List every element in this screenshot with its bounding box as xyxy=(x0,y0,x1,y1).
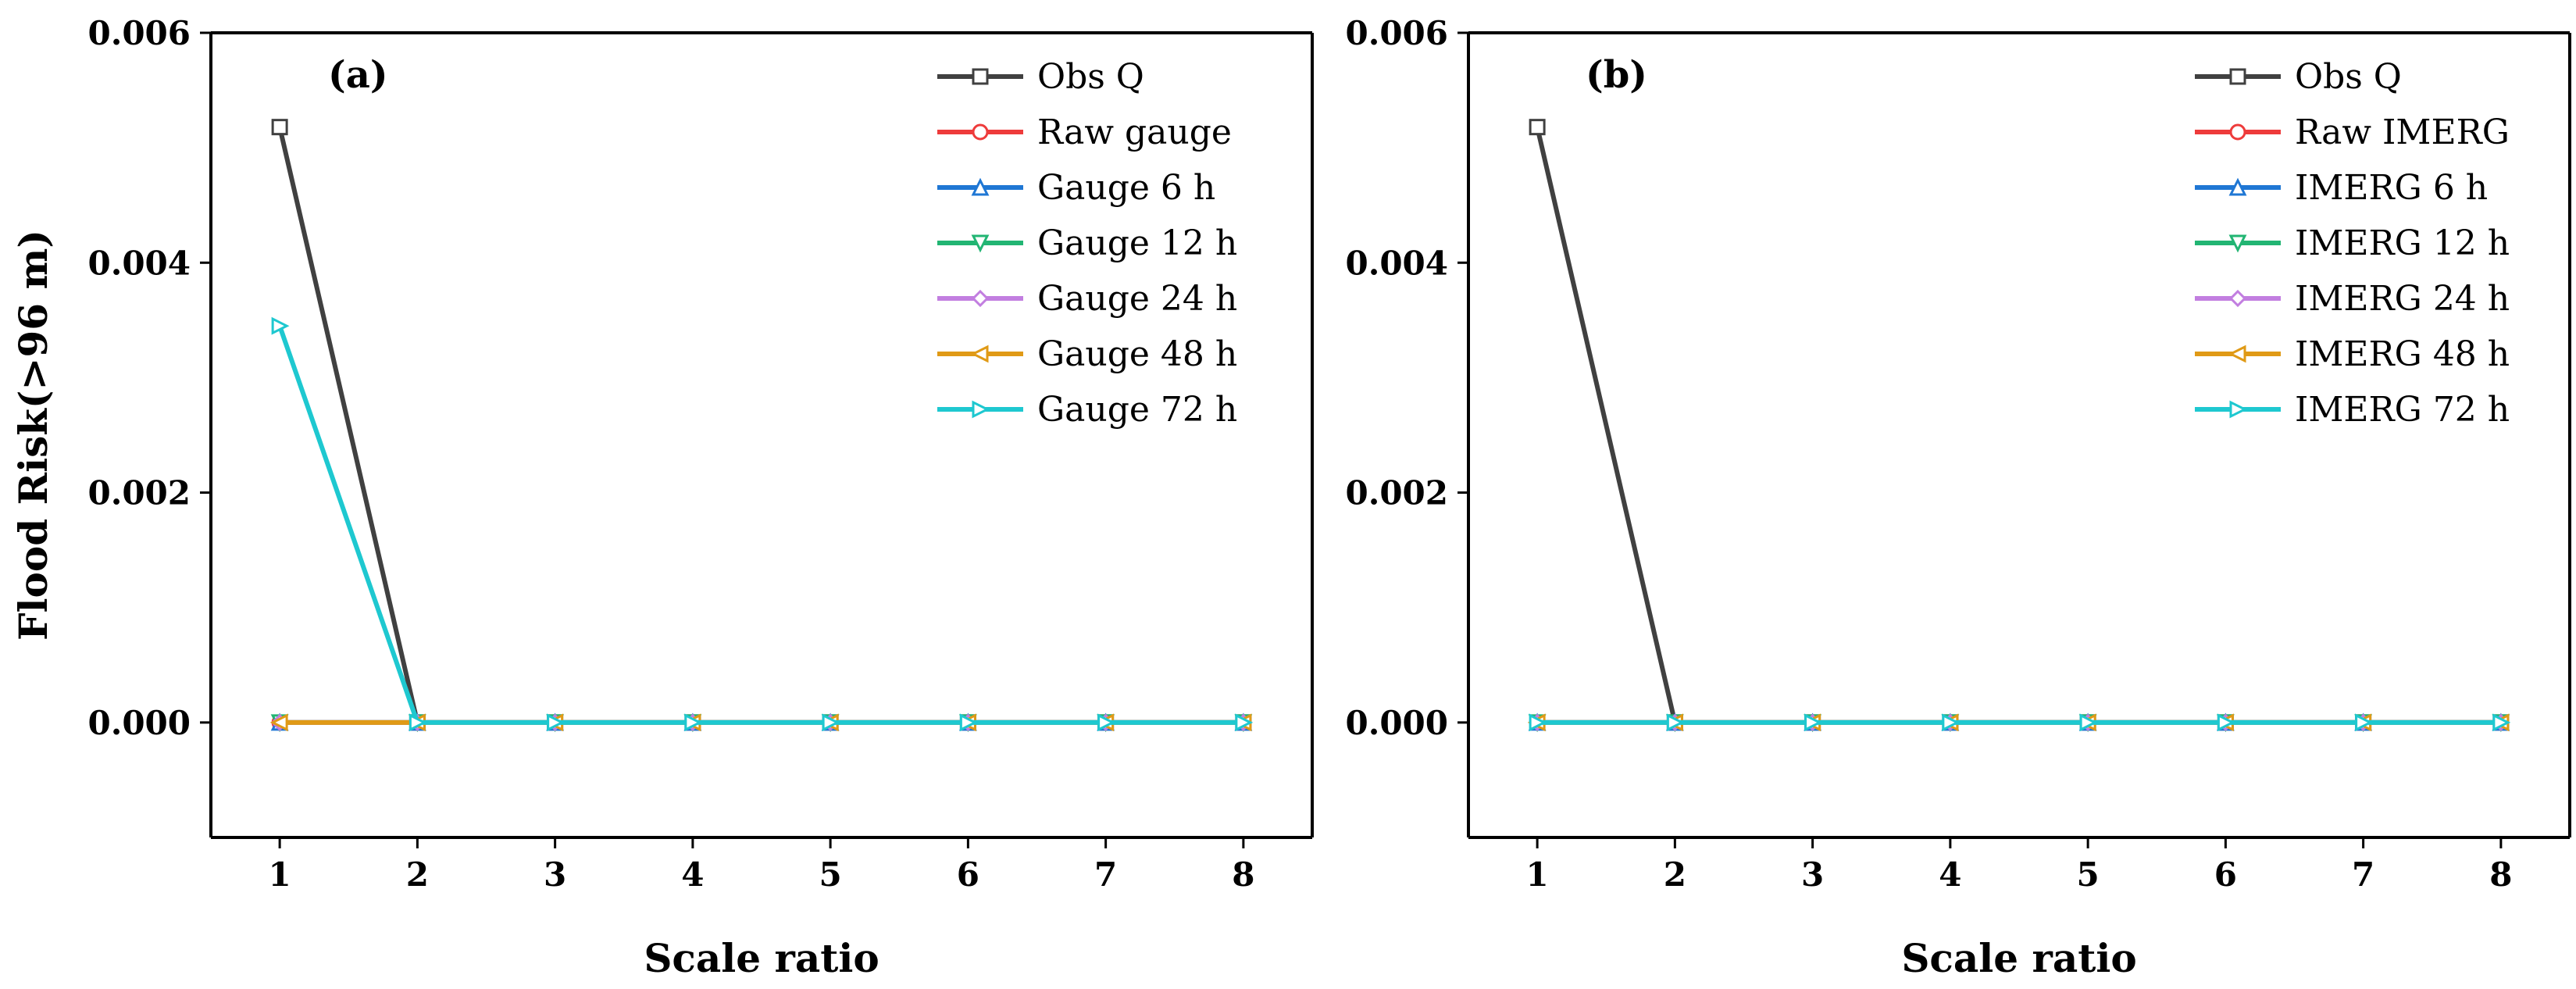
legend-item: IMERG 72 h xyxy=(2195,390,2510,430)
series-imerg-72-h xyxy=(1529,713,2511,732)
data-point xyxy=(271,316,290,335)
data-point xyxy=(2079,713,2098,732)
data-point xyxy=(1235,713,1254,732)
legend-item: Gauge 72 h xyxy=(937,390,1237,430)
series-gauge-72-h xyxy=(271,316,1254,732)
legend: Obs Q Raw IMERG IMERG 6 h IMERG 12 h IMERG 2… xyxy=(2195,57,2510,430)
legend-label: Gauge 72 h xyxy=(1037,390,1237,430)
data-point xyxy=(1097,713,1115,732)
legend-swatch-marker xyxy=(2228,345,2246,363)
data-point xyxy=(1529,713,1547,732)
x-tick-label: 6 xyxy=(957,855,979,894)
legend-item: Gauge 48 h xyxy=(937,334,1237,374)
legend-item: Gauge 6 h xyxy=(937,168,1215,208)
legend-label: Gauge 48 h xyxy=(1037,334,1237,374)
legend-item: IMERG 48 h xyxy=(2195,334,2510,374)
data-point xyxy=(1529,119,1546,136)
legend-swatch-marker xyxy=(971,234,990,253)
panel-a: 1 2 3 4 5 6 7 8 0.000 0.002 0.004 0.006 Scale ratio F… xyxy=(10,14,1314,981)
x-tick-label: 7 xyxy=(1094,855,1117,894)
data-point xyxy=(959,713,978,732)
x-axis-title: Scale ratio xyxy=(644,935,879,981)
legend-item: Raw IMERG xyxy=(2195,112,2510,152)
legend-item: IMERG 24 h xyxy=(2195,279,2510,319)
legend-swatch-marker xyxy=(970,345,989,363)
x-tick-label: 3 xyxy=(1801,855,1824,894)
legend-item: Obs Q xyxy=(937,57,1144,97)
data-point xyxy=(822,713,840,732)
x-tick-label: 8 xyxy=(1232,855,1254,894)
panel-label: (b) xyxy=(1586,53,1647,97)
legend-label: IMERG 6 h xyxy=(2295,168,2488,208)
legend: Obs Q Raw gauge Gauge 6 h Gauge 12 h Gauge 2… xyxy=(937,57,1237,430)
y-tick-label: 0.002 xyxy=(1345,474,1448,512)
legend-label: Gauge 6 h xyxy=(1037,168,1215,208)
y-tick-label: 0.004 xyxy=(87,244,191,282)
legend-swatch-marker xyxy=(2229,400,2248,419)
x-tick-label: 1 xyxy=(1526,855,1549,894)
legend-label: IMERG 72 h xyxy=(2295,390,2510,430)
data-point xyxy=(547,713,565,732)
data-point xyxy=(2355,713,2373,732)
legend-item: Gauge 24 h xyxy=(937,279,1237,319)
y-axis-title: Flood Risk(>96 m) xyxy=(10,230,56,641)
legend-swatch-marker xyxy=(972,123,989,141)
y-tick-label: 0.006 xyxy=(87,14,191,52)
x-tick-label: 2 xyxy=(406,855,429,894)
data-point xyxy=(2492,713,2511,732)
legend-label: IMERG 12 h xyxy=(2295,223,2510,263)
legend-swatch-marker xyxy=(2228,177,2247,196)
legend-swatch-marker xyxy=(972,68,989,85)
x-tick-label: 6 xyxy=(2214,855,2237,894)
data-point xyxy=(409,713,427,732)
data-point xyxy=(1942,713,1961,732)
data-point xyxy=(271,119,288,136)
legend-label: Obs Q xyxy=(2295,57,2402,97)
x-tick-label: 4 xyxy=(1939,855,1961,894)
y-tick-label: 0.006 xyxy=(1345,14,1448,52)
legend-swatch-marker xyxy=(971,289,990,308)
legend-label: Gauge 12 h xyxy=(1037,223,1237,263)
legend-label: Obs Q xyxy=(1037,57,1144,97)
x-tick-label: 4 xyxy=(681,855,704,894)
x-tick-label: 5 xyxy=(819,855,842,894)
y-tick-label: 0.000 xyxy=(87,704,191,742)
legend-label: Gauge 24 h xyxy=(1037,279,1237,319)
x-tick-label: 7 xyxy=(2352,855,2374,894)
data-point xyxy=(1666,713,1685,732)
y-tick-label: 0.002 xyxy=(87,474,191,512)
data-point xyxy=(1804,713,1822,732)
panel-label: (a) xyxy=(328,53,388,97)
legend-item: Gauge 12 h xyxy=(937,223,1237,263)
series-line xyxy=(277,325,1243,725)
x-tick-label: 5 xyxy=(2077,855,2100,894)
data-point xyxy=(269,713,288,732)
x-axis-title: Scale ratio xyxy=(1901,935,2136,981)
data-point xyxy=(2217,713,2235,732)
legend-label: Raw IMERG xyxy=(2295,112,2510,152)
legend-swatch-marker xyxy=(2229,123,2246,141)
legend-item: IMERG 12 h xyxy=(2195,223,2510,263)
legend-label: IMERG 24 h xyxy=(2295,279,2510,319)
y-tick-label: 0.000 xyxy=(1345,704,1448,742)
legend-swatch-marker xyxy=(971,177,990,196)
legend-item: Obs Q xyxy=(2195,57,2402,97)
legend-item: Raw gauge xyxy=(937,112,1232,152)
legend-swatch-marker xyxy=(972,400,990,419)
legend-label: IMERG 48 h xyxy=(2295,334,2510,374)
legend-swatch-marker xyxy=(2228,289,2247,308)
legend-swatch-marker xyxy=(2229,68,2246,85)
y-tick-label: 0.004 xyxy=(1345,244,1448,282)
legend-label: Raw gauge xyxy=(1037,112,1232,152)
panel-b: 1 2 3 4 5 6 7 8 0.000 0.002 0.004 0.006 Scale ratio (… xyxy=(1345,14,2571,981)
x-tick-label: 2 xyxy=(1664,855,1686,894)
x-tick-label: 1 xyxy=(269,855,291,894)
legend-swatch-marker xyxy=(2228,234,2247,253)
legend-item: IMERG 6 h xyxy=(2195,168,2488,208)
x-tick-label: 8 xyxy=(2489,855,2512,894)
data-point xyxy=(684,713,703,732)
x-tick-label: 3 xyxy=(544,855,566,894)
